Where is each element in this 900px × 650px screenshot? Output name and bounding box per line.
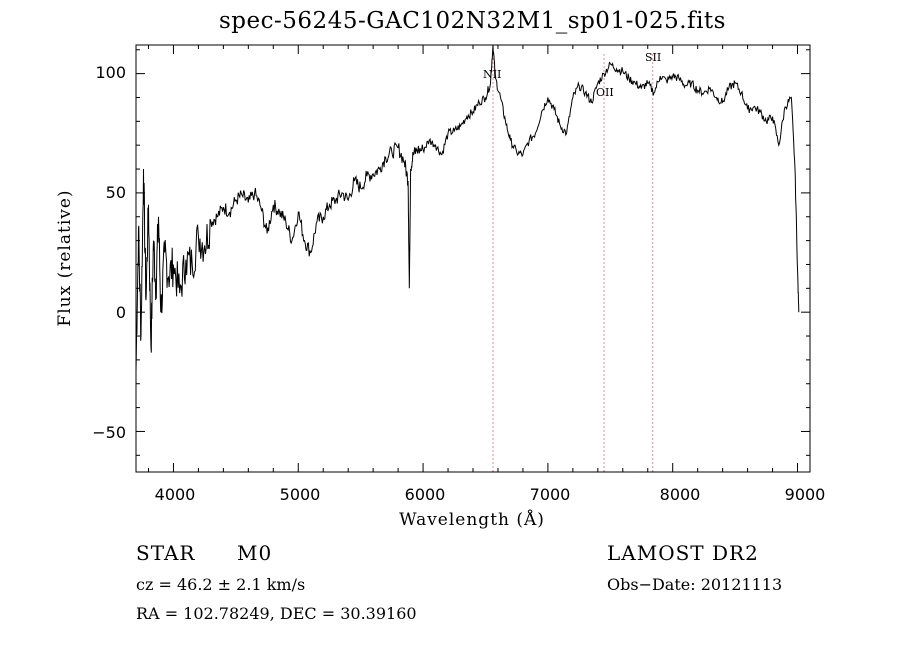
x-tick-label: 4000 <box>154 485 196 504</box>
x-tick-label: 8000 <box>659 485 701 504</box>
obs-date: Obs−Date: 20121113 <box>607 575 783 594</box>
emission-line-markers <box>492 54 654 472</box>
x-tick-label: 6000 <box>404 485 446 504</box>
line-label-oii: OII <box>596 86 614 99</box>
y-tick-label: −50 <box>92 423 126 442</box>
axis-ticks <box>136 45 810 472</box>
line-label-sii: SII <box>645 51 662 64</box>
object-class: STAR <box>136 541 196 565</box>
y-tick-label: 0 <box>115 303 126 322</box>
y-tick-label: 50 <box>105 183 126 202</box>
x-tick-label: 7000 <box>529 485 571 504</box>
plot-frame <box>135 44 811 473</box>
x-tick-label: 9000 <box>784 485 826 504</box>
line-label-nii: NII <box>483 68 502 81</box>
redshift-readout: cz = 46.2 ± 2.1 km/s <box>136 575 306 594</box>
x-axis-label: Wavelength (Å) <box>399 510 545 530</box>
y-tick-label: 100 <box>95 63 126 82</box>
survey-name: LAMOST DR2 <box>607 541 759 565</box>
chart-title: spec-56245-GAC102N32M1_sp01-025.fits <box>219 8 726 34</box>
spectrum-line <box>135 44 800 372</box>
x-tick-label: 5000 <box>279 485 321 504</box>
object-subclass: M0 <box>237 541 273 565</box>
coordinates: RA = 102.78249, DEC = 30.39160 <box>136 604 417 623</box>
